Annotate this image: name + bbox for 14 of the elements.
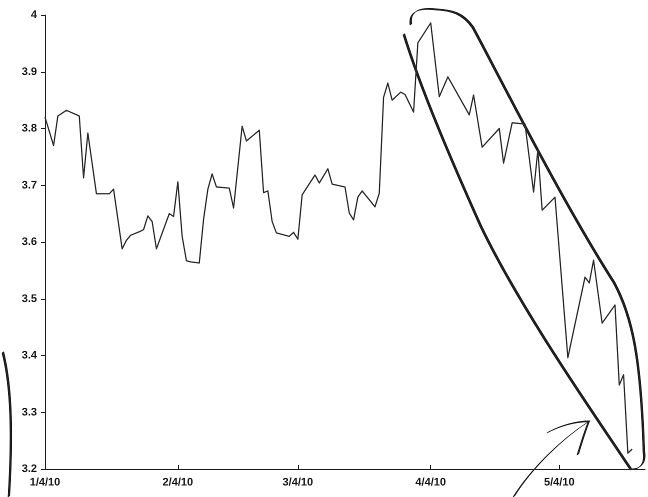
y-tick-label: 3.5 <box>22 292 37 305</box>
y-tick-label: 4 <box>30 9 38 21</box>
x-tick-label: 2/4/10 <box>162 476 194 488</box>
y-tick-label: 3.4 <box>22 350 38 362</box>
x-tick-label: 1/4/10 <box>30 476 60 488</box>
x-tick-label: 3/4/10 <box>282 476 314 488</box>
y-tick-label: 3.8 <box>22 122 37 134</box>
y-tick-label: 3.7 <box>22 179 37 192</box>
y-tick-label: 3.9 <box>22 66 37 78</box>
x-tick-label: 4/4/10 <box>415 476 446 488</box>
y-tick-label: 3.2 <box>22 463 37 475</box>
y-tick-label: 3.6 <box>22 236 37 248</box>
y-tick-label: 3.3 <box>22 406 37 418</box>
x-tick-label: 5/4/10 <box>544 476 575 488</box>
